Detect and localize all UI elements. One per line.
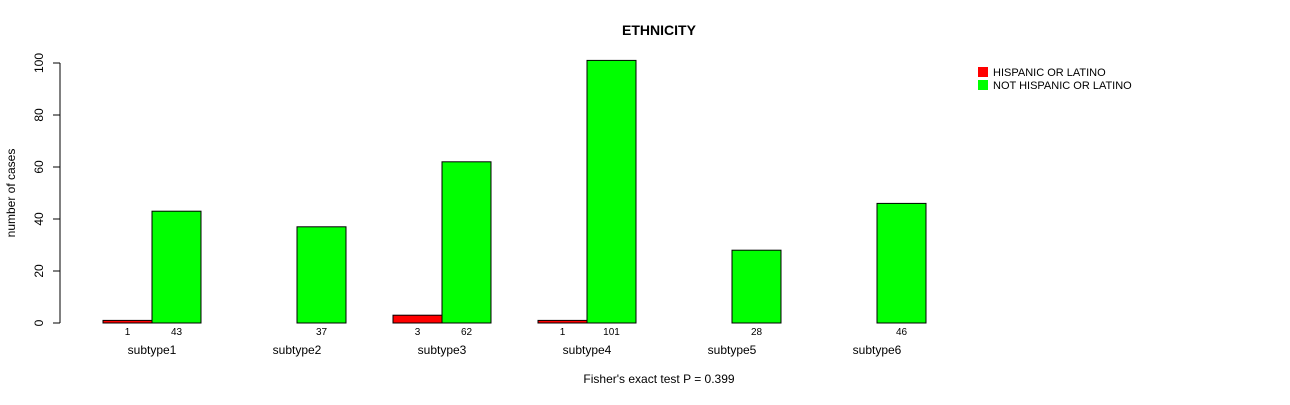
bar-count-label: 1 [125, 327, 131, 338]
category-label-subtype1: subtype1 [128, 343, 177, 357]
y-tick-label: 60 [32, 160, 46, 174]
bar-not-hispanic-subtype4 [586, 59, 637, 324]
y-tick-label: 0 [32, 319, 46, 326]
bar-count-label: 1 [560, 327, 566, 338]
bar-count-label: 28 [751, 327, 763, 338]
y-tick-label: 100 [32, 53, 46, 73]
bar-count-label: 62 [461, 327, 473, 338]
y-axis-label: number of cases [4, 149, 18, 238]
category-label-subtype2: subtype2 [273, 343, 322, 357]
bar-not-hispanic-subtype2 [296, 226, 347, 324]
bar-not-hispanic-subtype1 [151, 210, 202, 324]
bar-count-label: 101 [603, 327, 620, 338]
category-label-subtype5: subtype5 [708, 343, 757, 357]
y-tick-label: 20 [32, 264, 46, 278]
fisher-test-footer: Fisher's exact test P = 0.399 [583, 372, 734, 386]
bar-not-hispanic-subtype6 [876, 202, 927, 324]
bar-count-label: 37 [316, 327, 328, 338]
bar-hispanic-subtype4 [537, 319, 588, 324]
y-tick-label: 80 [32, 108, 46, 122]
y-tick-label: 40 [32, 212, 46, 226]
y-axis: 0 20 40 60 80 100 [32, 53, 61, 326]
legend-swatch-not-hispanic [978, 80, 988, 90]
bar-not-hispanic-subtype5 [731, 249, 782, 324]
bar-hispanic-subtype1 [102, 319, 153, 324]
bar-hispanic-subtype3 [392, 314, 443, 324]
legend-label-hispanic: HISPANIC OR LATINO [993, 67, 1106, 79]
chart-title: ETHNICITY [622, 22, 697, 38]
legend-swatch-hispanic [978, 67, 988, 77]
bar-not-hispanic-subtype3 [441, 161, 492, 324]
legend-label-not-hispanic: NOT HISPANIC OR LATINO [993, 80, 1132, 92]
bar-count-label: 43 [171, 327, 183, 338]
category-label-subtype6: subtype6 [853, 343, 902, 357]
category-label-subtype4: subtype4 [563, 343, 612, 357]
bar-count-label: 3 [415, 327, 421, 338]
bar-count-label: 46 [896, 327, 908, 338]
labels-group: 1 43 subtype1 37 subtype2 3 62 subtype3 1 101 subt… [125, 327, 908, 357]
bars-group [102, 59, 927, 324]
category-label-subtype3: subtype3 [418, 343, 467, 357]
